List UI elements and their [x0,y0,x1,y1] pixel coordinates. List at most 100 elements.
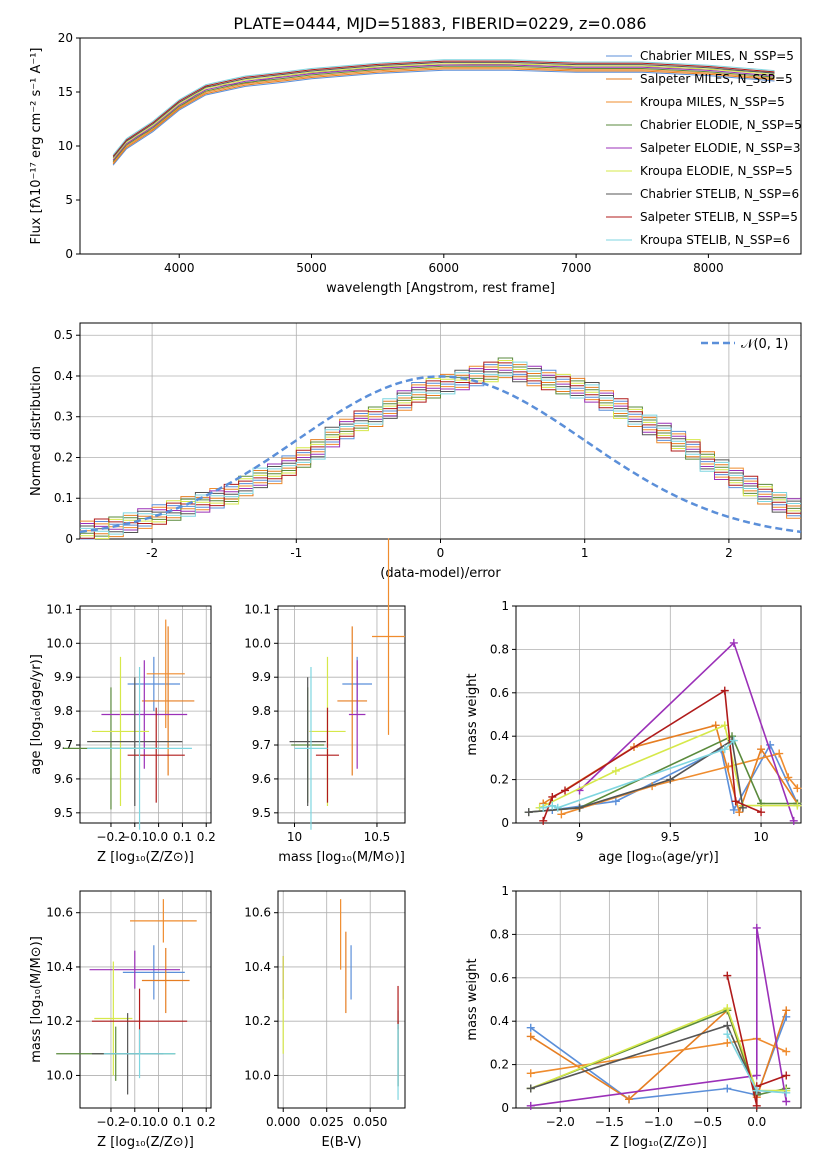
y-tick-label: 9.7 [54,738,73,752]
data-point-marker [557,810,566,819]
model-spectrum-line [112,63,775,160]
data-point-marker [539,803,548,812]
x-tick-label: −0.5 [693,1115,722,1129]
model-spectrum-line [112,60,775,157]
x-tick-label: 0.2 [197,830,216,844]
legend-label: Chabrier STELIB, N_SSP=6 [640,187,799,201]
histogram-step-line [80,361,801,539]
model-spectrum-line [112,64,775,161]
histogram-step-line [80,368,801,533]
mass-weight-series-line [530,1024,758,1094]
x-tick-label: 9 [576,830,584,844]
data-point-marker [723,971,732,980]
y-tick-label: 1 [501,884,509,898]
x-tick-label: 0.2 [197,1115,216,1129]
y-axis-label: Flux [fλ10⁻¹⁷ erg cm⁻² s⁻¹ A⁻¹] [29,48,44,245]
x-tick-label: −1.5 [595,1115,624,1129]
y-tick-label: 10.0 [46,636,73,650]
data-point-marker [553,803,562,812]
y-tick-label: 0 [501,816,509,830]
x-tick-label: 2 [725,546,733,560]
data-point-marker [548,792,557,801]
y-tick-label: 0.6 [490,686,509,700]
y-tick-label: 0.2 [490,773,509,787]
x-tick-label: -1 [290,546,302,560]
data-point-marker [720,686,729,695]
y-tick-label: 20 [58,31,73,45]
y-tick-label: 0 [501,1101,509,1115]
x-axis-label: Z [log₁₀(Z/Z⊙)] [610,1135,707,1150]
mass-weight-series-line [528,735,798,813]
y-axis-label: mass weight [465,958,480,1040]
y-tick-label: 9.6 [252,772,271,786]
mass-weight-series-line [530,1007,787,1092]
data-point-marker [526,1032,535,1041]
residuals-panel: -2 -1 0 1 2 0 0.1 0.2 0.3 0.4 0.5 (data-model)/erro… [29,322,802,581]
histogram-step-line [80,361,801,535]
y-tick-label: 0.8 [490,927,509,941]
data-point-marker [625,1095,634,1104]
histogram-step-line [80,360,801,540]
data-point-marker [789,816,798,825]
y-tick-label: 0.3 [54,410,73,424]
y-tick-label: 5 [65,193,73,207]
y-tick-label: 9.7 [252,738,271,752]
data-point-marker [611,797,620,806]
y-tick-label: 0.8 [490,642,509,656]
data-point-marker [526,1069,535,1078]
mass-weight-series-line [542,689,762,822]
x-tick-label: 0 [437,546,445,560]
x-tick-label: 0.1 [173,830,192,844]
data-point-marker [611,766,620,775]
y-tick-label: 10.2 [244,1014,271,1028]
x-axis-label: mass [log₁₀(M/M⊙)] [278,850,405,865]
legend-label: Salpeter MILES, N_SSP=5 [640,72,793,86]
y-tick-label: 9.9 [252,670,271,684]
x-axis-label: Z [log₁₀(Z/Z⊙)] [97,850,194,865]
y-tick-label: 0.4 [490,729,509,743]
y-tick-label: 10.2 [46,1014,73,1028]
x-tick-label: 0.000 [266,1115,300,1129]
x-tick-label: 0.0 [149,1115,168,1129]
y-tick-label: 10.4 [46,960,73,974]
y-tick-label: 10.0 [46,1068,73,1082]
model-spectrum-line [112,67,775,163]
mass-weight-vs-metallicity-panel: −2.0 −1.5 −1.0 −0.5 0.0 0 0.2 0.4 0.6 0.8 1 Z [log₁… [465,884,802,1150]
mass-weight-series-line [561,752,799,816]
plot-frame [277,605,406,824]
y-tick-label: 0.4 [54,369,73,383]
x-tick-label: −0.1 [120,830,149,844]
x-tick-label: 10 [753,830,768,844]
model-spectrum-line [112,69,775,166]
data-point-marker [782,1047,791,1056]
data-point-marker [548,801,557,810]
x-axis-label: Z [log₁₀(Z/Z⊙)] [97,1135,194,1150]
mass-weight-vs-age-panel: 9 9.5 10 0 0.2 0.4 0.6 0.8 1 age [log₁₀(age/yr)] m… [465,599,802,865]
legend-label: Chabrier ELODIE, N_SSP=5 [640,118,802,132]
data-point-marker [723,1038,732,1047]
y-axis-label: mass [log₁₀(M/M⊙)] [29,936,44,1063]
y-tick-label: 9.8 [54,704,73,718]
data-point-marker [729,805,738,814]
data-point-marker [782,1088,791,1097]
data-point-marker [782,1071,791,1080]
data-point-marker [793,784,802,793]
data-point-marker [723,1004,732,1013]
x-tick-label: 9.5 [661,830,680,844]
data-point-marker [711,721,720,730]
x-tick-label: −1.0 [644,1115,673,1129]
data-point-marker [524,808,533,817]
y-axis-label: mass weight [465,673,480,755]
x-tick-label: −0.2 [96,830,125,844]
model-spectrum-line [112,59,775,156]
y-tick-label: 10.1 [244,602,271,616]
x-tick-label: 4000 [164,261,195,275]
data-point-marker [561,786,570,795]
x-tick-label: 6000 [429,261,460,275]
x-axis-label: (data-model)/error [380,566,501,581]
y-tick-label: 9.5 [54,806,73,820]
data-point-marker [752,1101,761,1110]
data-point-marker [526,1023,535,1032]
x-tick-label: 0.1 [173,1115,192,1129]
x-tick-label: 0.0 [747,1115,766,1129]
